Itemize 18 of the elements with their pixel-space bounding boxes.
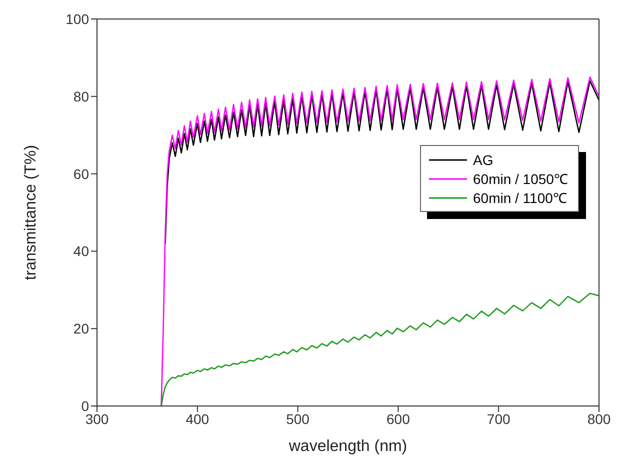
y-axis-title: transmittance (T%) (22, 144, 40, 280)
y-tick-label: 60 (73, 166, 90, 182)
y-tick-label: 100 (66, 10, 90, 27)
y-tick-label: 20 (73, 320, 90, 337)
legend-label: AG (473, 152, 494, 168)
x-tick-label: 800 (587, 410, 611, 427)
legend-label: 60min / 1050℃ (473, 170, 568, 188)
y-tick-label: 40 (73, 243, 90, 260)
y-tick-label: 80 (73, 88, 90, 104)
x-tick-label: 700 (486, 410, 510, 427)
line-series (164, 80, 599, 244)
x-tick-label: 600 (386, 410, 410, 427)
x-tick-label: 500 (286, 410, 310, 427)
line-series (160, 292, 599, 406)
legend-label: 60min / 1100℃ (473, 189, 567, 207)
line-series (160, 76, 599, 406)
x-tick-label: 400 (186, 410, 210, 427)
x-axis-title: wavelength (nm) (288, 438, 408, 455)
